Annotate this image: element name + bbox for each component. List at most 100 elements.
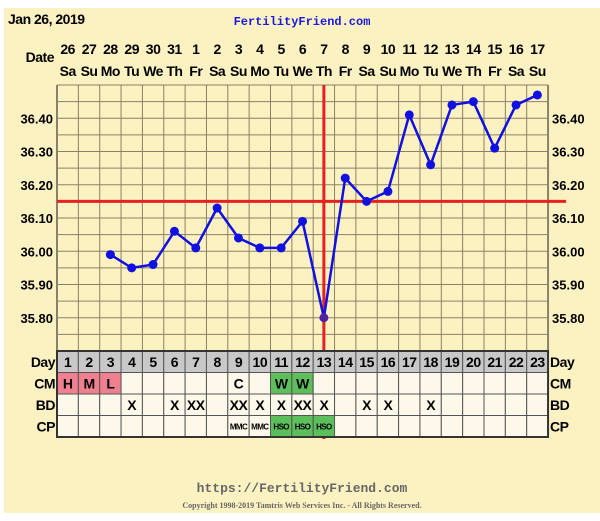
bd-value: X: [362, 397, 372, 413]
weekday: We: [143, 63, 163, 79]
temperature-point: [127, 263, 137, 273]
cm-cell: [141, 372, 165, 395]
y-tick-left: 36.00: [20, 244, 53, 259]
weekday: Sa: [359, 63, 376, 79]
temperature-point: [468, 97, 478, 107]
weekday: Su: [230, 63, 247, 79]
day-value: 3: [107, 354, 115, 370]
date-number: 1: [192, 41, 200, 57]
y-tick-right: 36.40: [552, 111, 585, 126]
bd-cell: [141, 393, 165, 416]
bd-cell: [77, 393, 101, 416]
cp-cell: [56, 415, 79, 438]
cm-cell: [248, 372, 271, 395]
cm-value: L: [106, 376, 115, 392]
day-value: 23: [530, 354, 545, 370]
bd-value: XX: [230, 397, 249, 413]
weekday: Fr: [488, 63, 502, 79]
site-title: FertilityFriend.com: [234, 15, 371, 29]
cm-value: W: [296, 376, 310, 392]
date-number: 7: [320, 41, 328, 57]
date-number: 30: [146, 41, 161, 57]
bd-cell: [398, 393, 421, 416]
cp-cell: [141, 415, 165, 438]
date-number: 4: [256, 41, 264, 57]
y-tick-right: 36.00: [552, 244, 585, 259]
weekday: Sa: [209, 63, 226, 79]
cp-cell: [184, 415, 207, 438]
temperature-point: [340, 173, 350, 183]
temperature-point: [362, 196, 372, 206]
date-number: 3: [235, 41, 243, 57]
weekday: Tu: [124, 63, 139, 79]
date-number: 5: [278, 41, 286, 57]
temperature-point: [447, 100, 457, 110]
day-value: 1: [64, 354, 72, 370]
bd-cell: [462, 393, 485, 416]
weekday: Th: [166, 63, 182, 79]
day-value: 6: [171, 354, 179, 370]
day-value: 14: [338, 354, 353, 370]
fertility-chart: Jan 26, 2019 FertilityFriend.com Date 26 Sa 2…: [4, 8, 600, 513]
cm-value: C: [234, 376, 244, 392]
weekday: Fr: [189, 63, 203, 79]
cm-cell: [526, 372, 549, 395]
date-number: 12: [423, 41, 438, 57]
bd-value: XX: [294, 397, 313, 413]
data-table-border: [56, 350, 550, 438]
y-tick-right: 36.30: [552, 145, 585, 160]
date-label: Date: [26, 49, 55, 65]
temperature-point: [490, 143, 500, 153]
bd-value: X: [127, 397, 137, 413]
bd-cell: [99, 393, 122, 416]
temperature-point: [212, 203, 222, 213]
cp-cell: [99, 415, 122, 438]
cm-cell: [163, 372, 186, 395]
weekday: Fr: [339, 63, 353, 79]
day-value: 7: [192, 354, 200, 370]
temperature-point: [276, 243, 286, 253]
cm-cell: [184, 372, 207, 395]
day-value: 11: [274, 354, 289, 370]
temperature-point: [404, 110, 414, 120]
cp-cell: [334, 415, 357, 438]
cp-cell: [398, 415, 421, 438]
cp-cell: [205, 415, 229, 438]
cm-cell: [440, 372, 464, 395]
day-value: 2: [85, 354, 93, 370]
weekday: Th: [465, 63, 481, 79]
date-number: 15: [487, 41, 502, 57]
row-label-cm-right: CM: [550, 376, 571, 392]
day-value: 21: [487, 354, 502, 370]
row-label-cm: CM: [34, 376, 55, 392]
weekday: Su: [379, 63, 396, 79]
y-tick-left: 35.80: [20, 311, 53, 326]
day-value: 13: [317, 354, 332, 370]
y-tick-right: 35.90: [552, 278, 585, 293]
date-number: 16: [509, 41, 524, 57]
temperature-point: [511, 100, 521, 110]
day-value: 18: [423, 354, 438, 370]
cm-cell: [312, 372, 336, 395]
weekday: Tu: [274, 63, 289, 79]
cp-value: MMC: [230, 423, 248, 432]
cp-value: HSO: [295, 423, 311, 432]
date-number: 26: [60, 41, 75, 57]
weekday: Mo: [250, 63, 269, 79]
temperature-point: [255, 243, 265, 253]
cp-cell: [355, 415, 378, 438]
day-value: 10: [253, 354, 268, 370]
day-value: 19: [445, 354, 460, 370]
cp-cell: [376, 415, 400, 438]
bd-value: X: [319, 397, 329, 413]
weekday: Sa: [60, 63, 77, 79]
row-label-cp-right: CP: [550, 419, 569, 435]
cp-value: HSO: [316, 423, 332, 432]
temperature-point: [319, 313, 329, 323]
day-value: 15: [359, 354, 374, 370]
bd-value: XX: [187, 397, 206, 413]
weekday: Su: [81, 63, 98, 79]
day-value: 17: [402, 354, 417, 370]
bd-value: X: [255, 397, 265, 413]
